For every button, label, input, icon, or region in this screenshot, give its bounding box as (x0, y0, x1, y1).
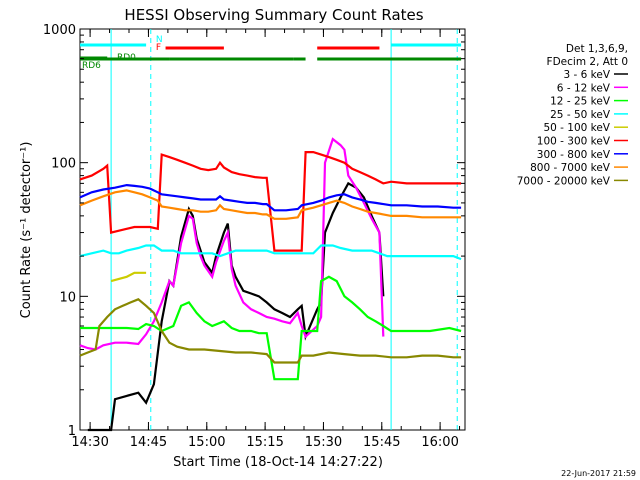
x-axis-label: Start Time (18-Oct-14 14:27:22) (173, 455, 383, 470)
legend-label-7: 800 - 7000 keV (530, 162, 611, 174)
state-label-n: N (156, 35, 163, 45)
legend-label-2: 12 - 25 keV (550, 96, 611, 108)
footer-timestamp: 22-Jun-2017 21:59 (561, 469, 636, 478)
legend-label-0: 3 - 6 keV (563, 69, 610, 81)
series-layer (79, 137, 462, 432)
series-line-2 (80, 275, 462, 381)
plot-frame (79, 28, 466, 431)
series-line-0 (87, 181, 385, 432)
series-line-5 (79, 151, 462, 252)
legend-header-1: FDecim 2, Att 0 (547, 56, 628, 68)
x-tick-label-5: 15:45 (363, 435, 400, 450)
y-tick-label-1: 10 (59, 290, 76, 305)
state-label-rd6: RD6 (82, 61, 101, 71)
state-label-f: F (156, 43, 161, 53)
y-axis-label: Count Rate (s⁻¹ detector⁻¹) (19, 142, 34, 319)
series-line-6 (79, 183, 462, 212)
series-line-8 (79, 298, 462, 364)
legend-label-6: 300 - 800 keV (537, 149, 611, 161)
x-tick-label-3: 15:15 (246, 435, 283, 450)
x-tick-label-0: 14:30 (71, 435, 108, 450)
y-tick-label-3: 1000 (43, 23, 76, 38)
series-line-4 (110, 271, 147, 283)
legend-label-3: 25 - 50 keV (550, 109, 611, 121)
y-tick-label-2: 100 (51, 157, 76, 172)
chart-title: HESSI Observing Summary Count Rates (124, 6, 423, 24)
x-tick-label-4: 15:30 (305, 435, 342, 450)
x-tick-label-6: 16:00 (421, 435, 458, 450)
legend-label-8: 7000 - 20000 keV (517, 175, 611, 187)
state-bars: NFRD0RD6 (80, 35, 462, 71)
legend-header-0: Det 1,3,6,9, (566, 43, 628, 55)
y-tick-label-0: 1 (68, 424, 76, 439)
plot-area (79, 28, 466, 431)
legend-label-4: 50 - 100 keV (543, 122, 610, 134)
series-line-1 (79, 137, 385, 351)
series-line-3 (79, 244, 462, 261)
x-tick-label-2: 15:00 (188, 435, 225, 450)
legend-label-5: 100 - 300 keV (537, 136, 611, 148)
legend-label-1: 6 - 12 keV (557, 82, 611, 94)
x-tick-label-1: 14:45 (130, 435, 167, 450)
axes: 14:30 14:45 15:00 15:15 15:30 15:45 16:00 1 10 10… (43, 23, 465, 450)
series-line-7 (79, 189, 462, 220)
time-marker-lines (110, 29, 458, 430)
